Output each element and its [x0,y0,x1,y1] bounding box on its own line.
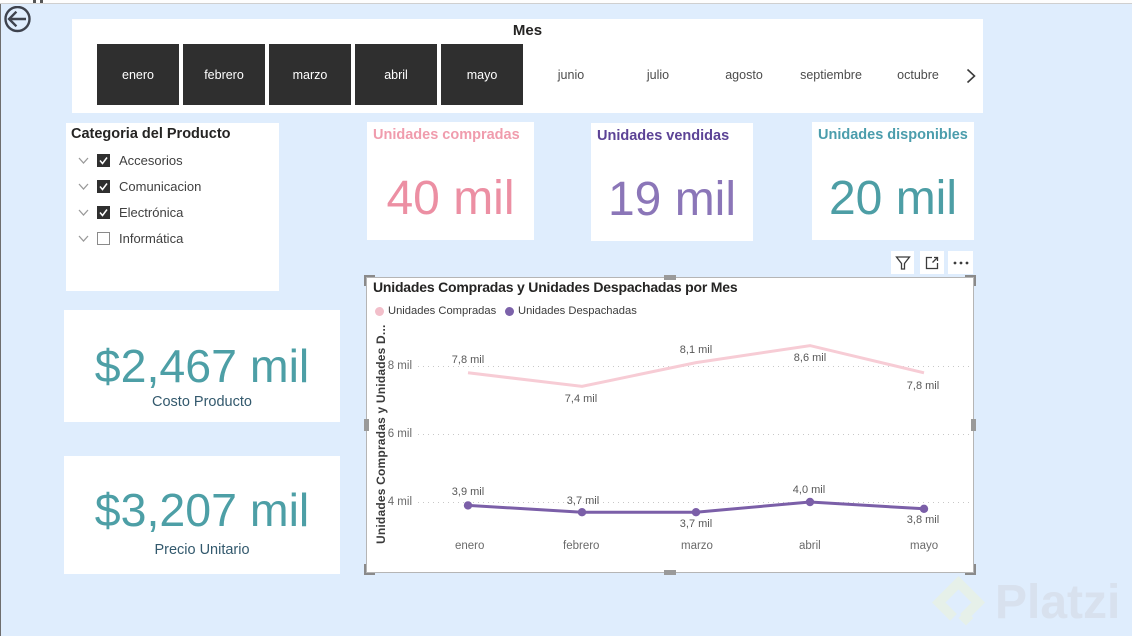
svg-text:Platzi: Platzi [995,576,1120,629]
